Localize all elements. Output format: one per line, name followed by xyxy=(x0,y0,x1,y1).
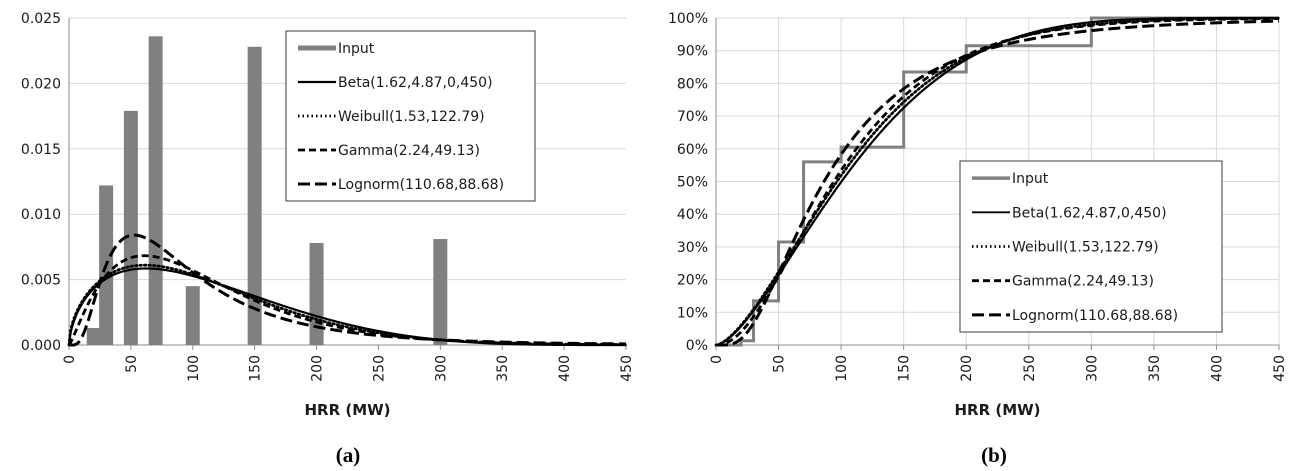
panel-a-ytick-label: 0.020 xyxy=(21,76,61,92)
panel-b-ytick-label: 20% xyxy=(677,273,708,289)
panel-a-bar xyxy=(247,46,262,345)
panel-a-xtick-label: 350 xyxy=(495,355,511,382)
panel-a-legend-label-weibull: Weibull(1.53,122.79) xyxy=(338,109,485,125)
panel-a-label: (a) xyxy=(336,443,361,467)
panel-b-legend-label-weibull: Weibull(1.53,122.79) xyxy=(1012,240,1159,256)
panel-b-ytick-label: 70% xyxy=(677,109,708,125)
panel-b-input-step xyxy=(716,16,1279,347)
panel-b-xtick-label: 300 xyxy=(1084,355,1100,382)
panel-b-curve-lognorm xyxy=(716,19,1280,347)
panel-b-ytick-label: 50% xyxy=(677,175,708,191)
panel-a-ytick-label: 0.025 xyxy=(21,11,61,27)
panel-b-xtick-label: 0 xyxy=(709,355,725,364)
panel-a-legend-label-gamma: Gamma(2.24,49.13) xyxy=(338,143,480,159)
panel-a-xtick-label: 50 xyxy=(124,355,140,373)
panel-a-legend-label-beta: Beta(1.62,4.87,0,450) xyxy=(338,75,493,91)
panel-a-xtick-label: 100 xyxy=(186,355,202,382)
panel-b-ytick-label: 60% xyxy=(677,142,708,158)
panel-a-xtick-label: 200 xyxy=(310,355,326,382)
panel-b-label: (b) xyxy=(981,443,1007,467)
panel-a-bar xyxy=(185,286,200,345)
panel-a-legend-label-input: Input xyxy=(338,41,375,57)
panel-a-ytick-label: 0.005 xyxy=(21,273,61,289)
panel-b-legend-label-input: Input xyxy=(1012,171,1049,187)
panel-a-xtick-label: 450 xyxy=(619,355,635,382)
panel-a-legend-label-lognorm: Lognorm(110.68,88.68) xyxy=(338,177,504,193)
panel-b-ytick-label: 0% xyxy=(686,338,708,354)
panel-b-ytick-label: 80% xyxy=(677,76,708,92)
panel-b-ytick-label: 90% xyxy=(677,44,708,60)
panel-b-ytick-label: 30% xyxy=(677,240,708,256)
panel-a-bar xyxy=(309,242,324,345)
panel-a-curve-weibull xyxy=(67,263,628,347)
panel-b-chart: 0% 10% 20% 30% 40% 50% 60% 70% 80% 90% 100% 0 50 100 1… xyxy=(668,11,1288,467)
panel-a-curve-lognorm xyxy=(69,233,627,347)
panel-b-xtick-label: 100 xyxy=(834,355,850,382)
panel-b-curve-gamma xyxy=(716,17,1280,347)
panel-b-legend-label-beta: Beta(1.62,4.87,0,450) xyxy=(1012,205,1167,221)
panel-b-xtick-label: 250 xyxy=(1022,355,1038,382)
panel-b-xlabel: HRR (MW) xyxy=(954,401,1040,419)
panel-b-ytick-label: 40% xyxy=(677,207,708,223)
panel-a-bar xyxy=(433,239,448,345)
panel-a-bar xyxy=(86,327,101,345)
panel-a-xtick-label: 0 xyxy=(62,355,78,364)
panel-a-xtick-label: 250 xyxy=(371,355,387,382)
panel-a-legend xyxy=(285,30,536,202)
panel-b-legend-label-gamma: Gamma(2.24,49.13) xyxy=(1012,274,1154,290)
panel-a-xlabel: HRR (MW) xyxy=(304,401,390,419)
panel-a-ytick-label: 0.010 xyxy=(21,207,61,223)
panel-a-ytick-label: 0.015 xyxy=(21,142,61,158)
panel-b-ytick-label: 10% xyxy=(677,305,708,321)
panel-b-xtick-label: 450 xyxy=(1272,355,1288,382)
panel-b-xtick-label: 350 xyxy=(1147,355,1163,382)
panel-b-xtick-label: 400 xyxy=(1209,355,1225,382)
panel-b-xtick-label: 50 xyxy=(772,355,788,373)
panel-b-xtick-label: 150 xyxy=(897,355,913,382)
panel-a-xtick-label: 300 xyxy=(433,355,449,382)
panel-b-xtick-label: 200 xyxy=(959,355,975,382)
panel-a-xtick-label: 150 xyxy=(248,355,264,382)
panel-b-legend-label-lognorm: Lognorm(110.68,88.68) xyxy=(1012,308,1178,324)
panel-a-ytick-label: 0.000 xyxy=(21,338,61,354)
panel-a-chart: 0.000 0.005 0.010 0.015 0.020 0.025 0 50 100 150 2… xyxy=(21,11,635,467)
panel-a-bar xyxy=(148,36,163,345)
panel-a-xtick-label: 400 xyxy=(557,355,573,382)
panel-b-ytick-label: 100% xyxy=(668,11,708,27)
panel-a-bar xyxy=(123,110,138,345)
